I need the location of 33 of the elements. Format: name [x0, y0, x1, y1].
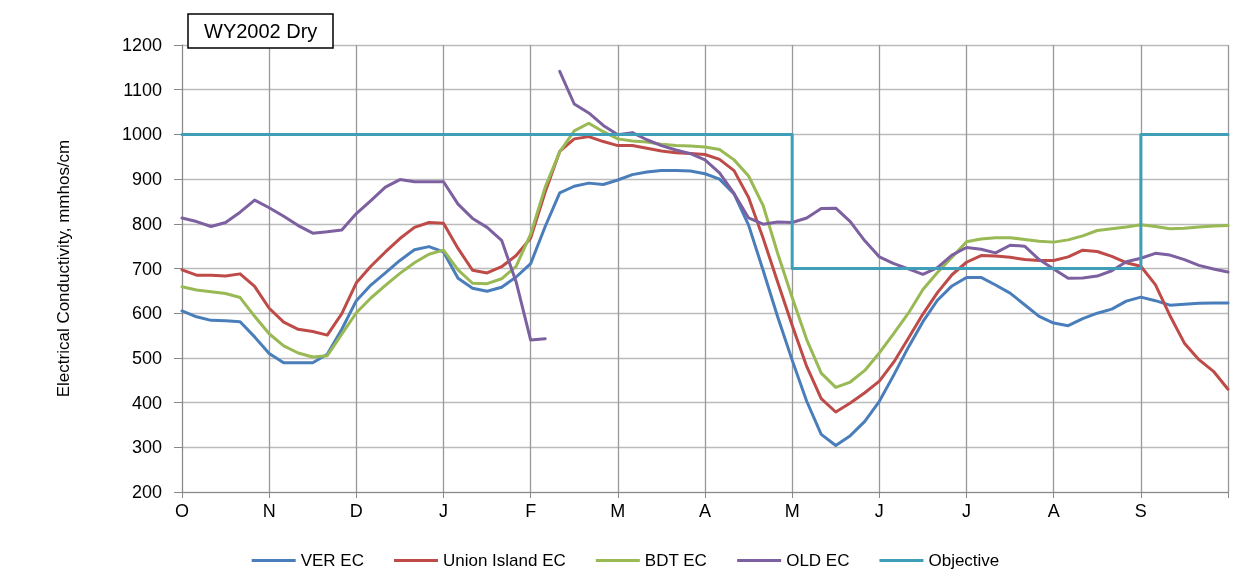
legend-label: BDT EC: [644, 551, 707, 570]
y-tick-label: 700: [131, 258, 162, 279]
x-tick-label: M: [610, 501, 626, 521]
x-tick-label: J: [874, 501, 884, 521]
y-tick-label: 200: [131, 482, 162, 502]
y-axis-title: Electrical Conductivity, mmhos/cm: [54, 139, 73, 398]
x-tick-label: J: [439, 501, 448, 521]
line-series: [558, 69, 1230, 280]
x-tick-label: N: [262, 501, 276, 521]
y-tick-label: 900: [131, 169, 162, 190]
x-tick-label: S: [1134, 501, 1147, 521]
y-tick-label: 600: [131, 303, 162, 324]
y-tick-label: 1100: [123, 79, 162, 100]
y-tick-label: 300: [131, 437, 162, 458]
x-tick-label: J: [962, 501, 971, 521]
x-tick-label: A: [698, 501, 712, 521]
line-series: [180, 178, 547, 342]
x-tick-label: F: [525, 501, 537, 521]
chart-title: WY2002 Dry: [204, 20, 318, 42]
y-tick-label: 800: [131, 213, 162, 234]
x-tick-label: A: [1047, 501, 1060, 521]
y-tick-label: 1000: [121, 124, 162, 145]
legend-label: VER EC: [300, 551, 364, 570]
legend-label: OLD EC: [786, 551, 850, 570]
x-tick-label: O: [174, 501, 190, 521]
x-tick-label: D: [349, 501, 363, 521]
y-tick-label: 1200: [121, 35, 162, 55]
line-series: [180, 169, 1230, 448]
x-tick-label: M: [784, 501, 800, 521]
y-tick-label: 400: [131, 392, 162, 413]
legend-label: Union Island EC: [442, 551, 566, 570]
y-tick-label: 500: [131, 347, 162, 368]
legend-label: Objective: [928, 551, 1000, 570]
